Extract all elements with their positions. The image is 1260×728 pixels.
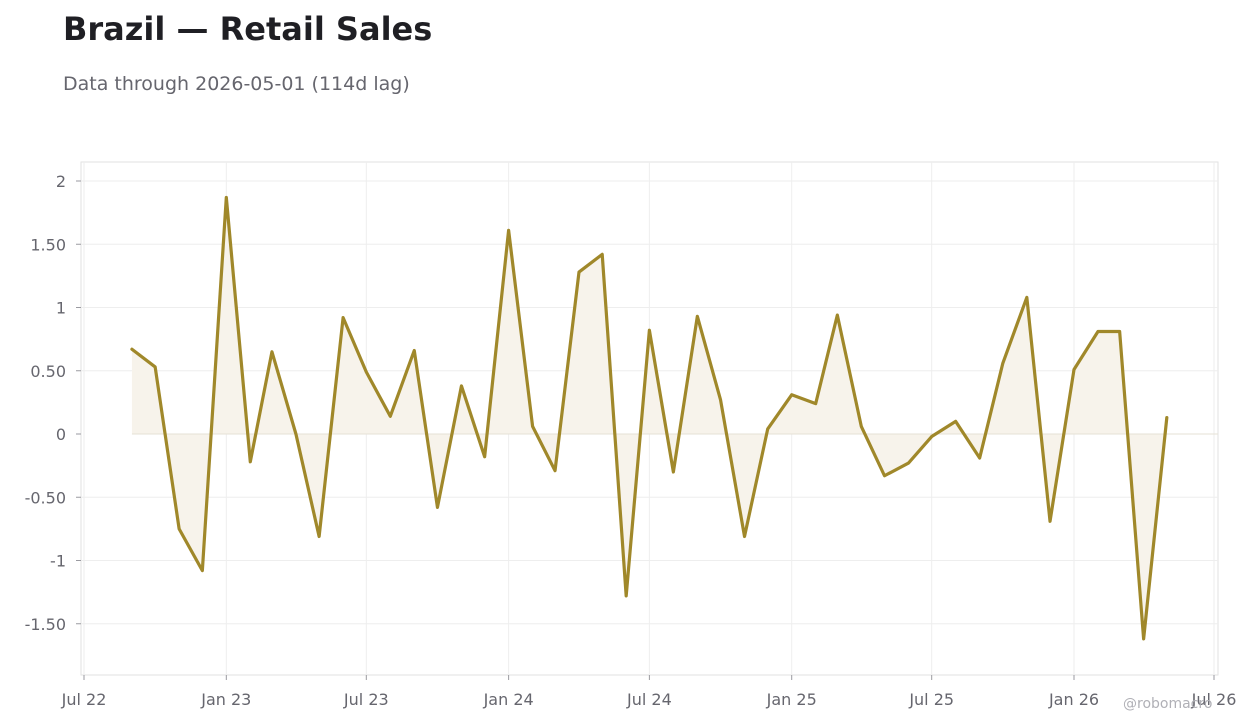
x-tick-label: Jul 26: [1191, 690, 1237, 709]
x-tick-label: Jul 25: [908, 690, 954, 709]
y-tick-label: 0: [56, 425, 66, 444]
x-tick-label: Jan 24: [483, 690, 534, 709]
x-tick-label: Jul 24: [626, 690, 672, 709]
y-axis: 2 1.50 1 0.50 0 -0.50 -1 -1.50: [25, 172, 81, 634]
x-tick-label: Jan 25: [766, 690, 817, 709]
y-tick-label: 1.50: [30, 235, 66, 254]
chart-subtitle: Data through 2026-05-01 (114d lag): [63, 73, 410, 95]
x-tick-label: Jan 23: [200, 690, 251, 709]
series-line: [130, 195, 1169, 641]
y-tick-label: -1.50: [25, 615, 66, 634]
y-tick-label: -1: [50, 552, 66, 571]
area-fill: [131, 197, 1167, 639]
x-tick-label: Jan 26: [1048, 690, 1099, 709]
y-tick-label: -0.50: [25, 488, 66, 507]
x-axis: Jul 22 Jan 23 Jul 23 Jan 24 Jul 24 Jan 25 Jul …: [61, 675, 1237, 709]
x-tick-label: Jul 23: [343, 690, 389, 709]
y-tick-label: 0.50: [30, 362, 66, 381]
chart-title: Brazil — Retail Sales: [63, 10, 433, 48]
y-tick-label: 2: [56, 172, 66, 191]
y-tick-label: 1: [56, 299, 66, 318]
watermark: @robomacro: [1123, 696, 1213, 712]
x-tick-label: Jul 22: [61, 690, 107, 709]
